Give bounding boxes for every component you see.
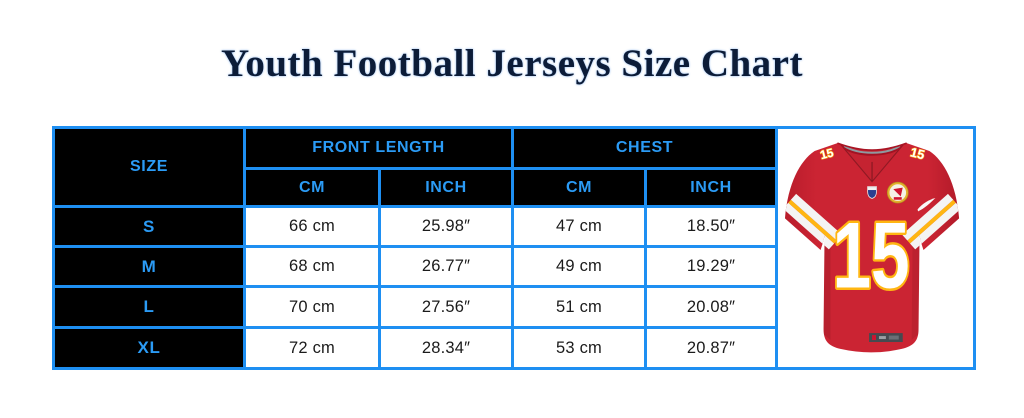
jock-tag — [868, 332, 903, 342]
col-header-size: SIZE — [52, 126, 246, 208]
row-label-m: M — [52, 245, 246, 288]
col-header-front-length: FRONT LENGTH — [243, 126, 514, 170]
cell-chest-cm: 53 cm — [511, 326, 647, 370]
table-row-xl: XL 72 cm 28.34″ 53 cm 20.87″ — [52, 326, 975, 370]
jersey-image-cell: 15 15 15 — [775, 126, 977, 370]
cell-chest-inch: 20.08″ — [643, 285, 779, 329]
cell-front-inch: 28.34″ — [378, 326, 514, 370]
shading-right — [911, 234, 920, 340]
cell-front-inch: 25.98″ — [378, 205, 514, 248]
cell-front-inch: 27.56″ — [378, 285, 514, 329]
table-row-m: M 68 cm 26.77″ 49 cm 19.29″ — [52, 245, 975, 288]
col-header-chest: CHEST — [510, 126, 779, 170]
sleeve-stripes — [784, 193, 959, 249]
cell-front-cm: 66 cm — [243, 205, 381, 248]
page-title: Youth Football Jerseys Size Chart — [221, 42, 803, 85]
team-patch-icon — [886, 181, 909, 203]
row-label-s: S — [52, 205, 246, 248]
cell-chest-inch: 19.29″ — [643, 245, 779, 288]
col-header-front-cm: CM — [243, 167, 381, 208]
nfl-shield-icon — [866, 185, 877, 199]
cell-front-cm: 70 cm — [243, 285, 381, 329]
cell-front-inch: 26.77″ — [378, 245, 514, 288]
row-label-xl: XL — [52, 326, 246, 370]
table-row-s: S 66 cm 25.98″ 47 cm 18.50″ — [52, 205, 975, 248]
jersey-shoulder-number-left: 15 — [818, 145, 835, 162]
col-header-chest-inch: INCH — [643, 167, 779, 208]
cell-chest-inch: 20.87″ — [643, 326, 779, 370]
row-label-l: L — [52, 285, 246, 329]
cell-front-cm: 68 cm — [243, 245, 381, 288]
table-row-l: L 70 cm 27.56″ 51 cm 20.08″ — [52, 285, 975, 329]
v-neck-collar — [836, 141, 907, 183]
col-header-front-inch: INCH — [378, 167, 514, 208]
cell-chest-inch: 18.50″ — [643, 205, 779, 248]
jersey-photo: 15 15 15 — [784, 141, 959, 352]
jersey-shoulder-number-right: 15 — [908, 144, 926, 162]
cell-chest-cm: 49 cm — [511, 245, 647, 288]
swoosh-icon — [917, 197, 935, 211]
cell-chest-cm: 47 cm — [511, 205, 647, 248]
jersey-front-number: 15 — [832, 202, 909, 307]
col-header-chest-cm: CM — [511, 167, 647, 208]
shading-left — [823, 232, 830, 340]
cell-chest-cm: 51 cm — [511, 285, 647, 329]
cell-front-cm: 72 cm — [243, 326, 381, 370]
jersey-body — [784, 142, 959, 352]
size-chart-table: SIZE FRONT LENGTH CHEST — [52, 126, 977, 370]
